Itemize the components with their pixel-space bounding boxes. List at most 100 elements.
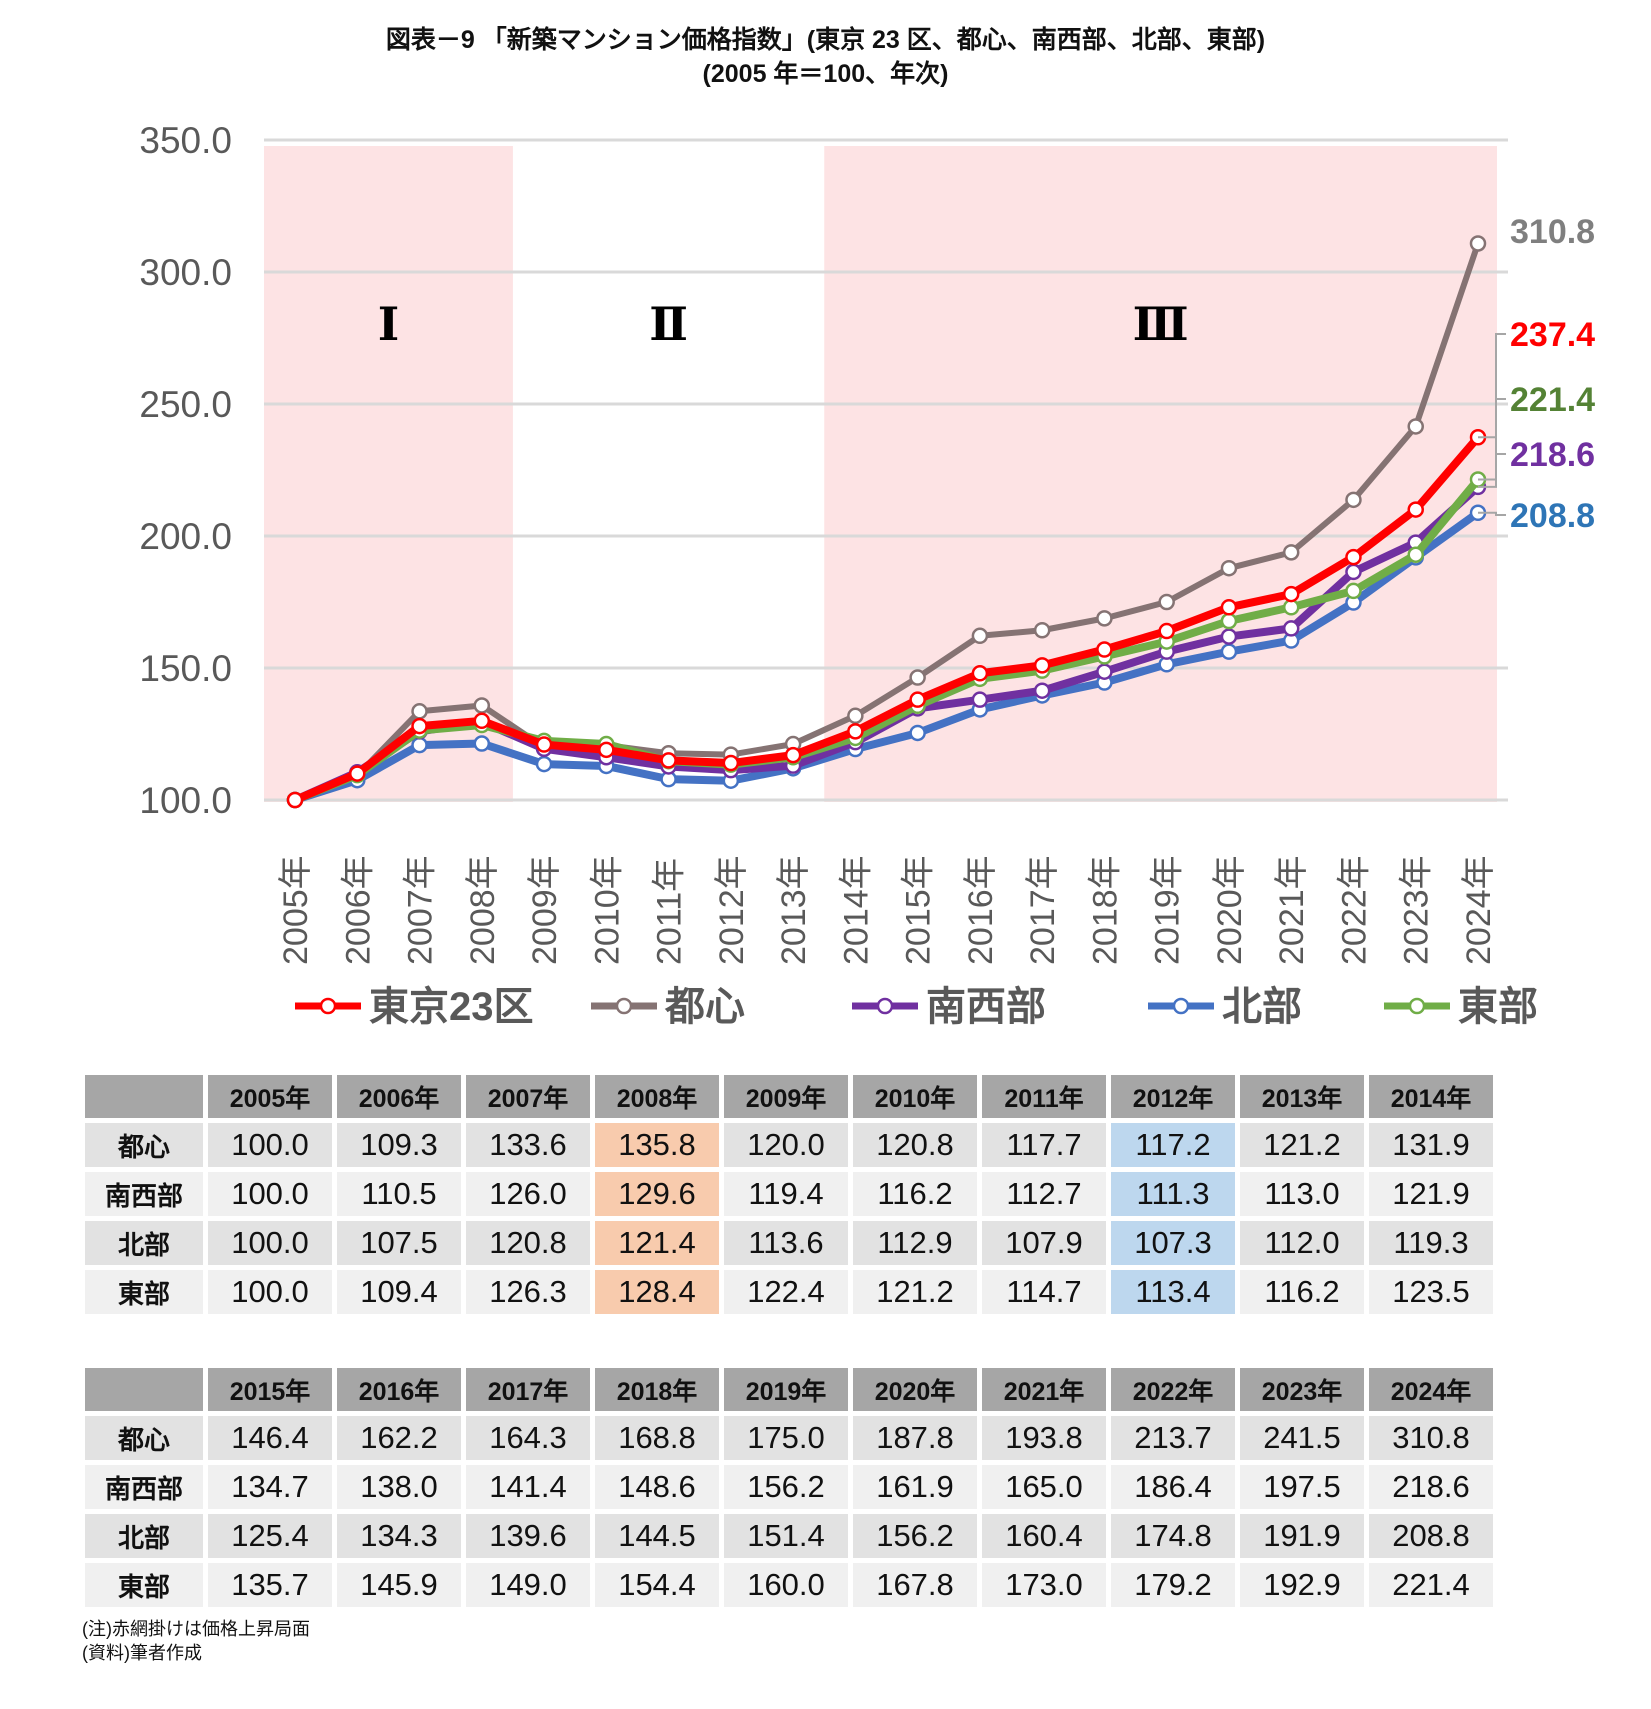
row-label: 北部 [85, 1514, 203, 1558]
chart-subtitle: (2005 年＝100、年次) [702, 60, 949, 88]
row-label: 東部 [85, 1563, 203, 1607]
value-cell: 135.8 [595, 1123, 719, 1167]
data-point [1158, 622, 1175, 640]
value-cell: 121.9 [1369, 1172, 1493, 1216]
series-line-都心 [293, 242, 1481, 803]
value-cell: 100.0 [208, 1172, 332, 1216]
value-cell: 187.8 [853, 1416, 977, 1460]
data-point [1282, 585, 1300, 603]
legend-label: 東部 [1458, 985, 1538, 1029]
data-point [1096, 610, 1113, 627]
row-label: 南西部 [85, 1172, 203, 1216]
year-header: 2005年 [208, 1075, 332, 1118]
year-header: 2009年 [724, 1075, 848, 1118]
data-point [847, 723, 864, 740]
end-value-label: 237.4 [1510, 316, 1595, 354]
value-cell: 134.3 [337, 1514, 461, 1558]
value-cell: 122.4 [724, 1270, 848, 1314]
value-cell: 134.7 [208, 1465, 332, 1509]
data-point [909, 691, 926, 708]
value-cell: 191.9 [1240, 1514, 1364, 1558]
x-tick-label: 2021年 [1273, 855, 1311, 965]
value-cell: 120.0 [724, 1123, 848, 1167]
y-tick-label: 250.0 [139, 384, 232, 425]
value-cell: 112.7 [982, 1172, 1106, 1216]
value-cell: 119.4 [724, 1172, 848, 1216]
line-chart: Ⅰ Ⅱ Ⅲ 100.0 150.0 200.0 250.0 300.0 350.0 2005年 20… [139, 120, 1595, 1029]
value-cell: 160.4 [982, 1514, 1106, 1558]
legend-label: 南西部 [926, 985, 1046, 1029]
value-cell: 218.6 [1369, 1465, 1493, 1509]
value-cell: 151.4 [724, 1514, 848, 1558]
phase-label: Ⅰ [378, 297, 400, 351]
value-cell: 173.0 [982, 1563, 1106, 1607]
x-tick-label: 2016年 [962, 855, 1000, 965]
phase-label: Ⅲ [1133, 297, 1189, 351]
value-cell: 112.0 [1240, 1221, 1364, 1265]
x-tick-label: 2006年 [339, 855, 377, 965]
value-cell: 141.4 [466, 1465, 590, 1509]
table-row: 南西部 134.7 138.0 141.4 148.6 156.2 161.9 165.0 18… [85, 1465, 1493, 1509]
x-tick-label: 2013年 [775, 855, 813, 965]
value-cell: 116.2 [853, 1172, 977, 1216]
data-point [286, 791, 304, 809]
x-tick-label: 2010年 [588, 855, 626, 965]
table-row: 北部 100.0 107.5 120.8 121.4 113.6 112.9 107.9 107… [85, 1221, 1493, 1265]
x-tick-label: 2019年 [1149, 855, 1187, 965]
year-header: 2007年 [466, 1075, 590, 1118]
value-cell: 241.5 [1240, 1416, 1364, 1460]
value-cell: 145.9 [337, 1563, 461, 1607]
value-cell: 221.4 [1369, 1563, 1493, 1607]
end-value-label: 310.8 [1510, 213, 1595, 251]
phase-label: Ⅱ [649, 297, 688, 351]
table-header-row: 2005年 2006年 2007年 2008年 2009年 2010年 2011年 2012年… [85, 1075, 1493, 1118]
data-point [1033, 621, 1051, 639]
value-cell: 100.0 [208, 1221, 332, 1265]
series-line-北部 [293, 509, 1481, 804]
table-row: 南西部 100.0 110.5 126.0 129.6 119.4 116.2 112.7 11… [85, 1172, 1493, 1216]
table-header-row: 2015年 2016年 2017年 2018年 2019年 2020年 2021年 2022年… [85, 1368, 1493, 1411]
value-cell: 310.8 [1369, 1416, 1493, 1460]
data-point [1220, 628, 1238, 645]
year-header: 2022年 [1111, 1368, 1235, 1411]
x-tick-label: 2020年 [1211, 855, 1249, 965]
value-cell: 123.5 [1369, 1270, 1493, 1314]
value-cell: 162.2 [337, 1416, 461, 1460]
data-point [535, 755, 553, 773]
value-cell: 144.5 [595, 1514, 719, 1558]
year-header: 2013年 [1240, 1075, 1364, 1118]
y-tick-label: 300.0 [139, 252, 232, 293]
year-header: 2011年 [982, 1075, 1106, 1118]
x-tick-label: 2024年 [1460, 855, 1498, 965]
data-table-2005-2014: 2005年 2006年 2007年 2008年 2009年 2010年 2011年 2012年… [80, 1070, 1498, 1319]
value-cell: 121.4 [595, 1221, 719, 1265]
data-point [349, 765, 366, 782]
legend-marker [876, 997, 894, 1015]
value-cell: 116.2 [1240, 1270, 1364, 1314]
data-point [1220, 599, 1238, 616]
value-cell: 117.7 [982, 1123, 1106, 1167]
data-point [1282, 620, 1300, 637]
year-header: 2019年 [724, 1368, 848, 1411]
data-point [1345, 582, 1362, 600]
year-header: 2010年 [853, 1075, 977, 1118]
end-value-label: 221.4 [1510, 381, 1595, 419]
value-cell: 139.6 [466, 1514, 590, 1558]
data-point [909, 669, 926, 686]
value-cell: 160.0 [724, 1563, 848, 1607]
value-cell: 121.2 [853, 1270, 977, 1314]
note-text: (注)赤網掛けは価格上昇局面 [82, 1619, 310, 1639]
value-cell: 107.9 [982, 1221, 1106, 1265]
data-point [535, 736, 553, 753]
data-point [598, 741, 615, 759]
value-cell: 156.2 [853, 1514, 977, 1558]
year-header: 2015年 [208, 1368, 332, 1411]
data-point [411, 717, 428, 735]
data-point [1033, 657, 1051, 674]
value-cell: 133.6 [466, 1123, 590, 1167]
value-cell: 109.3 [337, 1123, 461, 1167]
row-label: 南西部 [85, 1465, 203, 1509]
legend-label: 北部 [1222, 985, 1302, 1029]
x-tick-label: 2005年 [277, 855, 315, 965]
data-point [1033, 682, 1051, 699]
